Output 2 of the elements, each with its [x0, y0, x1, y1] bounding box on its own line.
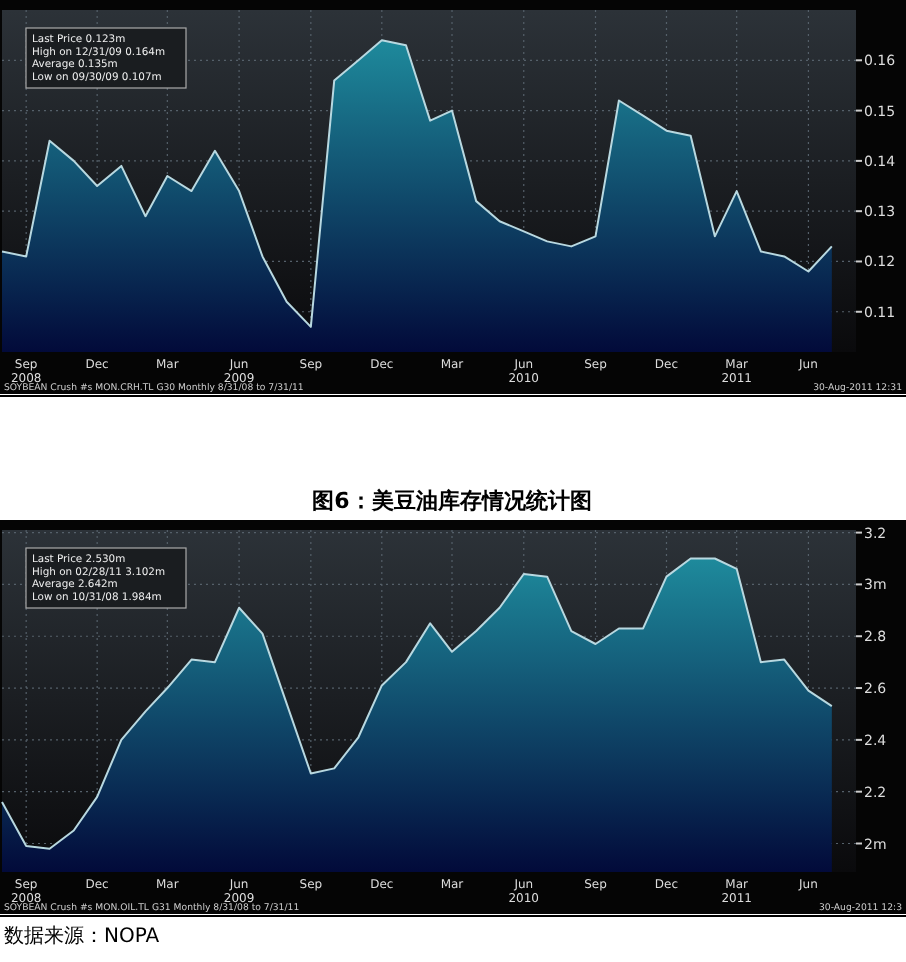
chart-title: 图6：美豆油库存情况统计图	[312, 488, 592, 514]
source-note: 数据来源：NOPA	[4, 924, 160, 948]
